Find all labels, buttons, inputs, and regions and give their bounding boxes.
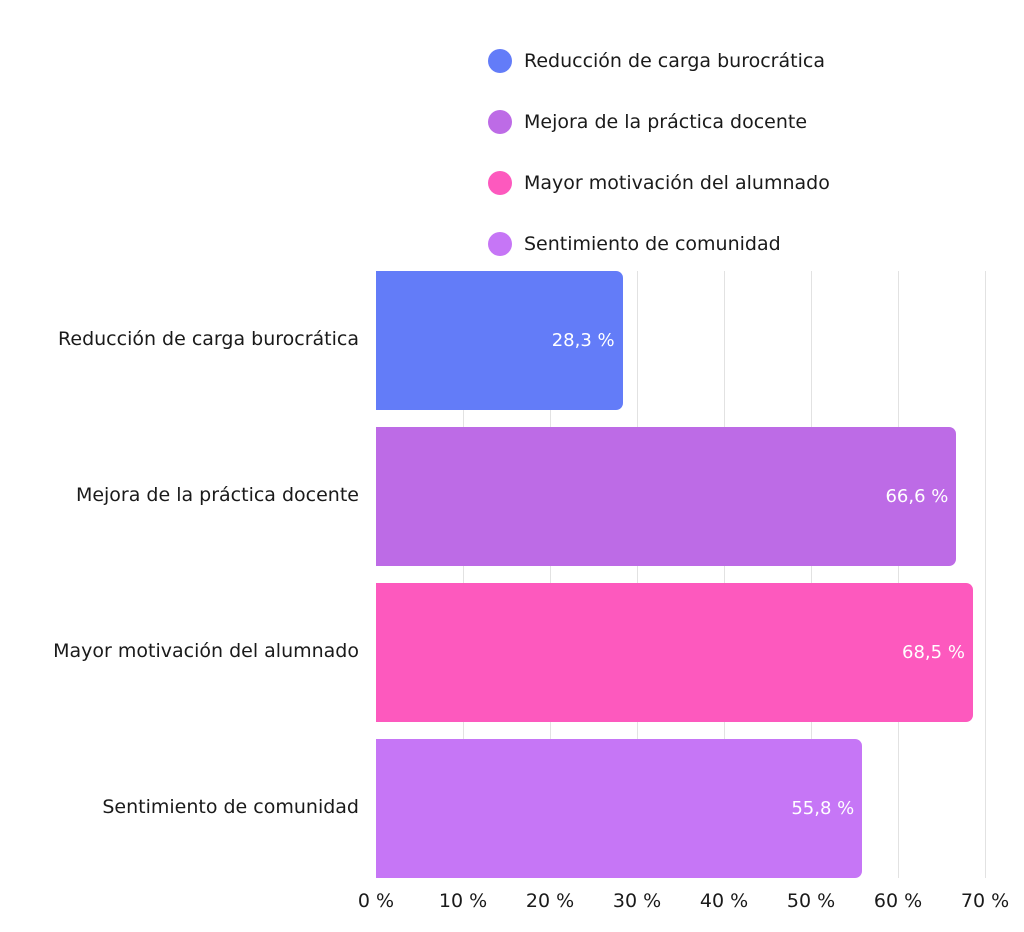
plot-area: 28,3 % 66,6 % 68,5 % 55,8 % xyxy=(376,271,986,878)
legend-item: Reducción de carga burocrática xyxy=(488,30,830,91)
legend-dot-icon xyxy=(488,109,512,134)
category-label: Mejora de la práctica docente xyxy=(75,484,359,506)
grid-line xyxy=(724,271,725,878)
legend-label: Sentimiento de comunidad xyxy=(524,232,781,255)
grid-line xyxy=(811,271,812,878)
bar-value-label: 55,8 % xyxy=(791,798,855,819)
legend-item: Mejora de la práctica docente xyxy=(488,91,830,152)
legend-label: Mejora de la práctica docente xyxy=(524,110,808,133)
x-tick-label: 30 % xyxy=(612,890,662,912)
grid-line xyxy=(550,271,551,878)
bar: 68,5 % xyxy=(376,583,973,722)
grid-line xyxy=(898,271,899,878)
bar: 55,8 % xyxy=(376,739,863,878)
bar-value-label: 66,6 % xyxy=(885,486,949,507)
category-label: Sentimiento de comunidad xyxy=(102,796,359,818)
bar-value-label: 28,3 % xyxy=(551,330,615,351)
x-tick-label: 70 % xyxy=(960,890,1010,912)
bar: 66,6 % xyxy=(376,427,957,566)
legend-item: Mayor motivación del alumnado xyxy=(488,152,830,213)
x-tick-label: 0 % xyxy=(357,890,395,912)
x-tick-label: 40 % xyxy=(699,890,749,912)
x-tick-label: 10 % xyxy=(438,890,488,912)
category-label: Mayor motivación del alumnado xyxy=(53,640,359,662)
x-tick-label: 20 % xyxy=(525,890,575,912)
legend-dot-icon xyxy=(488,170,512,195)
bar-value-label: 68,5 % xyxy=(902,642,965,663)
legend-dot-icon xyxy=(488,48,512,73)
legend-label: Reducción de carga burocrática xyxy=(524,49,825,72)
bar: 28,3 % xyxy=(376,271,623,410)
category-label: Reducción de carga burocrática xyxy=(58,328,359,350)
grid-line xyxy=(985,271,986,878)
x-tick-label: 50 % xyxy=(786,890,836,912)
grid-line xyxy=(637,271,638,878)
grid-line xyxy=(463,271,464,878)
legend-dot-icon xyxy=(488,231,512,256)
chart-legend: Reducción de carga burocrática Mejora de… xyxy=(488,30,830,274)
legend-item: Sentimiento de comunidad xyxy=(488,213,830,274)
x-tick-label: 60 % xyxy=(873,890,923,912)
legend-label: Mayor motivación del alumnado xyxy=(524,171,830,194)
